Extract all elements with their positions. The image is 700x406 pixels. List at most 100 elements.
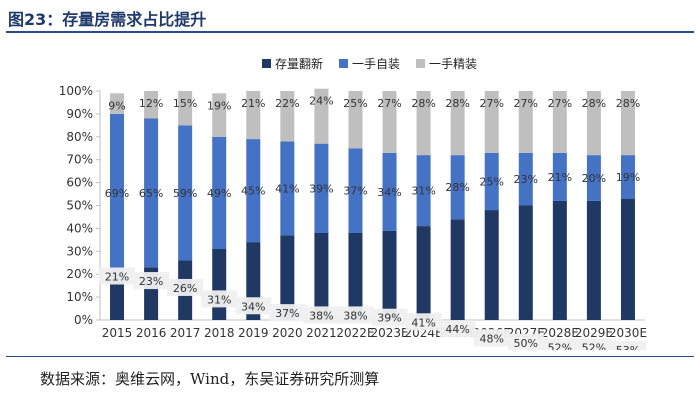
data-label-bg [609,340,646,350]
data-label: 53% [616,344,640,350]
title-divider [6,31,694,33]
x-tick-label: 2017 [170,326,201,340]
data-label: 52% [582,341,606,350]
data-label: 27% [479,97,503,110]
data-label-bg [405,313,442,331]
bar-stock [348,232,363,320]
bar-finished [416,91,431,156]
data-label: 24% [309,95,333,108]
data-label: 27% [514,97,538,110]
legend-label-finished: 一手精装 [429,57,478,71]
x-tick-label: 2023E [370,326,408,340]
data-label-bg [473,329,510,347]
y-tick-label: 30% [66,244,93,258]
bar-self [450,155,465,220]
bar-stock [314,232,329,320]
data-label-bg [303,306,340,324]
data-label: 41% [275,182,299,195]
y-tick-label: 60% [66,176,93,190]
data-label: 31% [411,185,435,198]
data-label-bg [99,267,136,285]
data-label: 25% [479,175,503,188]
data-label: 34% [241,300,265,313]
figure-title: 图23：存量房需求占比提升 [8,10,207,29]
data-label: 65% [139,187,163,200]
bar-self [484,152,499,211]
bar-stock [484,210,499,320]
legend-label-stock: 存量翻新 [275,57,324,71]
bar-finished [280,91,295,142]
legend-item-stock: 存量翻新 [262,55,323,72]
bar-self [314,143,329,233]
data-label-bg [337,306,374,324]
data-label: 28% [582,97,606,110]
y-tick-label: 80% [66,130,93,144]
x-tick-label: 2019 [238,326,269,340]
bar-stock [586,200,601,320]
data-label: 19% [207,99,231,112]
bar-stock [552,200,567,320]
data-label-bg [269,304,306,322]
data-label: 69% [105,187,129,200]
bar-finished [212,93,227,137]
legend-item-finished: 一手精装 [416,55,477,72]
legend-item-self: 一手自装 [339,55,400,72]
data-label: 28% [616,97,640,110]
data-label: 52% [548,341,572,350]
legend-swatch-self [339,59,349,68]
x-tick-label: 2018 [204,326,235,340]
x-tick-label: 2021 [306,326,337,340]
data-label: 31% [207,293,231,306]
data-label: 38% [343,309,367,322]
x-tick-label: 2020 [272,326,303,340]
data-label: 21% [548,171,572,184]
x-tick-label: 2030E [609,326,647,340]
bar-finished [246,91,261,140]
data-label-bg [541,338,578,350]
x-tick-label: 2015 [102,326,133,340]
data-label: 9% [108,99,125,112]
title-bar: 图23：存量房需求占比提升 [0,0,700,32]
bar-self [212,136,227,250]
bar-self [518,152,533,206]
data-label: 19% [616,171,640,184]
y-tick-label: 10% [66,290,93,304]
stacked-bar-chart: 0%10%20%30%40%50%60%70%80%90%100%2015 201… [59,84,647,350]
data-label: 27% [548,97,572,110]
bar-self [144,118,159,268]
data-label: 12% [139,97,163,110]
legend-label-self: 一手自装 [352,57,401,71]
bar-finished [518,91,533,153]
data-label-bg [575,338,612,350]
data-label: 34% [377,186,401,199]
data-label: 28% [411,97,435,110]
bar-finished [484,91,499,153]
source-divider [6,356,694,357]
data-label: 28% [445,181,469,194]
data-label: 45% [241,185,265,198]
y-tick-label: 90% [66,107,93,121]
x-tick-label: 2022E [336,326,374,340]
data-label: 23% [514,173,538,186]
x-tick-label: 2016 [136,326,167,340]
data-label-bg [371,308,408,326]
bar-self [178,125,193,261]
bar-stock [382,230,397,320]
bar-self [348,148,363,233]
data-label: 38% [309,309,333,322]
bar-finished [110,93,125,114]
bar-finished [620,91,635,156]
legend-swatch-stock [262,59,271,68]
data-label: 39% [377,312,401,325]
data-label: 21% [105,270,129,283]
data-label-bg [235,297,272,315]
data-label: 20% [582,172,606,185]
data-label: 15% [173,97,197,110]
data-label: 50% [514,337,538,350]
data-label: 23% [139,275,163,288]
data-label: 22% [275,97,299,110]
bar-self [280,141,295,236]
bar-finished [348,91,363,149]
data-label-bg [439,320,476,338]
data-label: 44% [445,323,469,336]
